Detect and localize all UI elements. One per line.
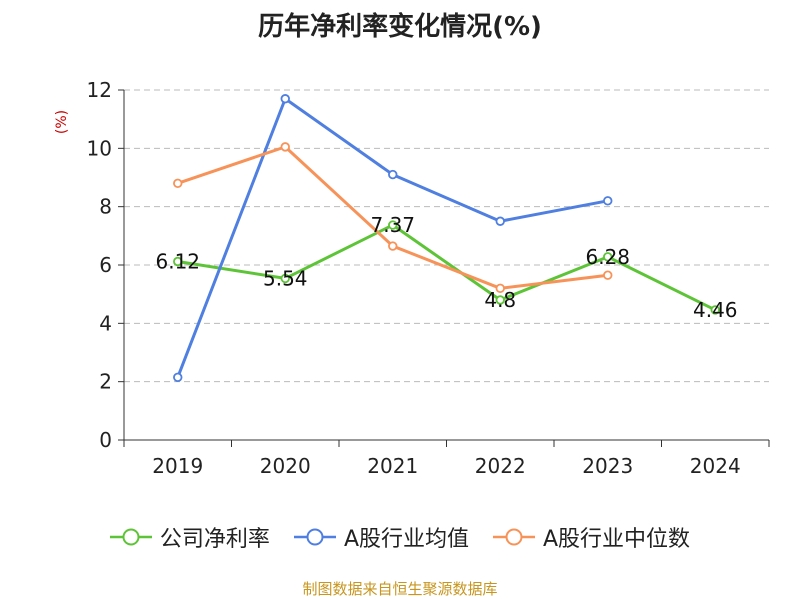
legend-marker-icon [293,528,336,546]
data-point [388,220,398,230]
y-tick-label: 4 [99,311,112,335]
y-tick-label: 0 [99,428,112,452]
data-label: 7.37 [370,213,415,237]
data-point [280,273,290,284]
series-line-1 [176,97,609,378]
data-point [603,196,613,206]
legend: 公司净利率 A股行业均值 A股行业中位数 [0,520,800,554]
x-tick-label: 2021 [367,454,418,478]
data-label: 4.8 [484,288,516,312]
x-tick-label: 2023 [582,454,633,478]
data-point [280,94,290,104]
data-label: 4.46 [693,298,738,322]
data-point [603,270,613,280]
legend-marker-icon [109,528,152,546]
data-point [495,216,505,226]
y-tick-label: 6 [99,253,112,277]
data-label: 5.54 [263,266,308,290]
data-point [710,305,720,315]
legend-label-industry-median: A股行业中位数 [543,527,691,552]
x-tick-label: 2020 [260,454,311,478]
data-point [173,256,183,267]
legend-item-industry-mean: A股行业均值 [293,521,469,553]
legend-item-company: 公司净利率 [109,521,270,553]
legend-marker-icon [493,528,535,546]
x-tick-label: 2019 [152,454,203,478]
data-point [280,142,290,152]
legend-label-company: 公司净利率 [159,527,270,552]
data-label: 6.12 [155,250,200,274]
y-tick-label: 8 [99,195,112,219]
legend-label-industry-mean: A股行业均值 [343,527,469,552]
legend-item-industry-median: A股行业中位数 [493,521,690,553]
data-point [173,372,183,382]
data-label: 6.28 [585,245,630,269]
y-tick-label: 2 [99,370,112,394]
line-chart: 0 2 4 6 8 10 12 2019 2020 2021 2022 2023 2024 6.12 5.5… [87,78,770,478]
y-tick-label: 12 [87,78,112,102]
series-line-0 [177,223,716,312]
x-tick-label: 2024 [690,454,741,478]
data-point [173,178,183,189]
y-tick-label: 10 [87,136,112,160]
data-point [495,283,505,294]
data-point [388,241,398,251]
data-point [603,252,613,262]
data-point [495,295,505,305]
chart-title: 历年净利率变化情况(%) [258,12,542,42]
data-point [388,169,398,180]
x-tick-label: 2022 [475,454,526,478]
source-note: 制图数据来自恒生聚源数据库 [302,580,498,598]
